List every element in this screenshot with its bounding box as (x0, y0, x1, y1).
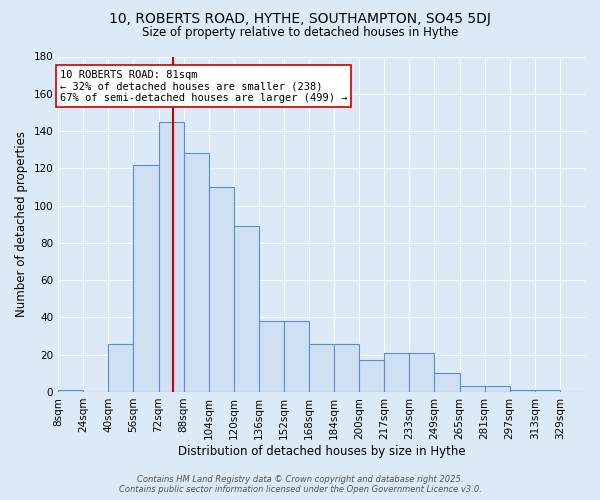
Bar (434, 374, 460, 392)
Bar (259, 321, 284, 392)
Bar (535, 390, 560, 392)
Bar (184, 154, 209, 392)
Bar (58, 390, 83, 392)
Bar (133, 164, 158, 392)
Bar (209, 187, 234, 392)
Bar (334, 344, 359, 392)
Text: 10, ROBERTS ROAD, HYTHE, SOUTHAMPTON, SO45 5DJ: 10, ROBERTS ROAD, HYTHE, SOUTHAMPTON, SO… (109, 12, 491, 26)
X-axis label: Distribution of detached houses by size in Hythe: Distribution of detached houses by size … (178, 444, 466, 458)
Bar (510, 390, 535, 392)
Bar (460, 386, 485, 392)
Bar (158, 122, 184, 392)
Bar (234, 226, 259, 392)
Bar (485, 386, 510, 392)
Text: 10 ROBERTS ROAD: 81sqm
← 32% of detached houses are smaller (238)
67% of semi-de: 10 ROBERTS ROAD: 81sqm ← 32% of detached… (60, 70, 347, 102)
Bar (109, 344, 133, 392)
Text: Size of property relative to detached houses in Hythe: Size of property relative to detached ho… (142, 26, 458, 39)
Bar (385, 353, 409, 392)
Bar (309, 344, 334, 392)
Y-axis label: Number of detached properties: Number of detached properties (15, 131, 28, 317)
Bar (409, 353, 434, 392)
Text: Contains HM Land Registry data © Crown copyright and database right 2025.
Contai: Contains HM Land Registry data © Crown c… (119, 474, 481, 494)
Bar (359, 360, 385, 392)
Bar (284, 321, 309, 392)
